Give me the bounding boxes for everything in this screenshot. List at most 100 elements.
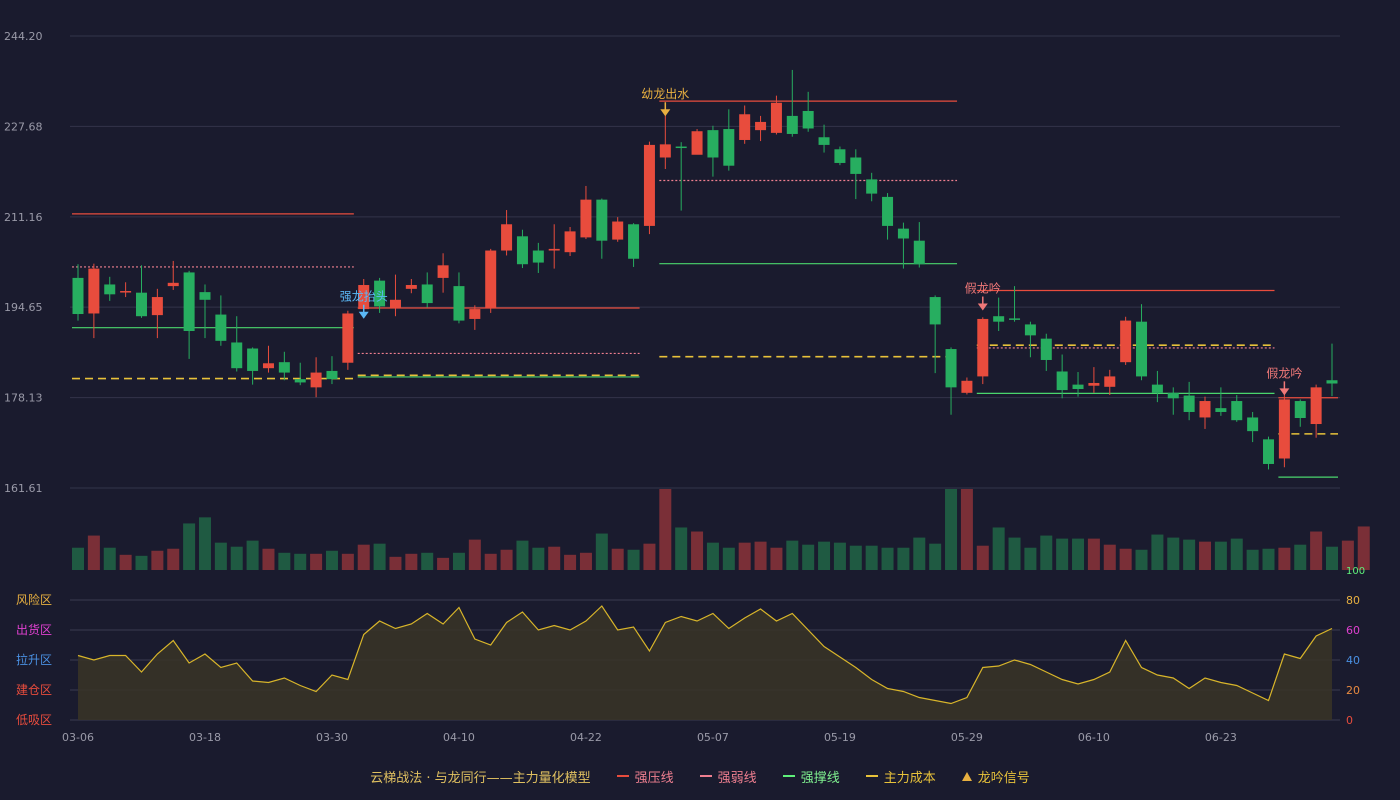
candle-body [913,240,925,265]
legend-item-resistance[interactable]: 强压线 [616,767,674,786]
candle-body [866,179,878,194]
volume-bar [881,547,894,570]
volume-bar [1024,547,1037,570]
volume-bar [262,548,275,570]
volume-bar [1087,538,1100,570]
resistance-line-swatch [616,775,629,777]
date-tick-label: 06-23 [1205,731,1237,744]
oscillator-tick-label: 40 [1346,654,1360,667]
volume-bar [294,553,307,570]
volume-bar [1056,538,1069,570]
candle-body [183,272,195,331]
candle-body [262,363,274,369]
signal-label: 幼龙出水 [641,87,689,101]
candle-body [675,146,687,149]
volume-max-label: 100 [1346,566,1365,577]
candle-body [945,349,957,388]
legend-item-cost[interactable]: 主力成本 [865,767,936,786]
candle-body [1263,439,1275,464]
candle-body [1104,376,1116,387]
volume-bar [786,540,799,570]
price-tick-label: 244.20 [4,30,43,43]
candle-body [310,372,322,388]
volume-bar [643,543,656,570]
candle-body [453,286,465,321]
candle-body [1310,387,1322,425]
candle-body [151,297,163,316]
volume-bar [1199,541,1212,570]
signal-triangle-icon [961,771,972,781]
support-line-swatch [782,775,795,777]
date-tick-label: 05-19 [824,731,856,744]
candle-body [1040,338,1052,360]
candle-body [1072,384,1084,389]
volume-bar [437,557,450,570]
volume-bar [151,550,164,570]
candle-body [643,144,655,226]
candle-body [659,144,671,158]
legend-item-signal[interactable]: 龙吟信号 [961,767,1030,786]
oscillator-tick-label: 0 [1346,714,1353,727]
legend-label: 主力成本 [883,770,936,786]
volume-bar [1135,549,1148,570]
candle-body [548,248,560,251]
candle-body [1009,318,1021,320]
signal-arrow-head [660,109,671,117]
volume-bar [1103,544,1116,570]
candle-body [374,280,386,307]
candle-body [770,102,782,133]
candle-body [1183,395,1195,412]
candle-body [278,362,290,373]
volume-bar [833,542,846,570]
oscillator-zone-label: 出货区 [16,622,52,637]
candle-body [326,370,338,380]
volume-bar [373,543,386,570]
candle-body [786,115,798,134]
candle-body [389,299,401,308]
candle-body [1278,399,1290,459]
volume-bar [992,527,1005,570]
volume-bar [1151,534,1164,570]
candle-body [1247,417,1259,432]
candle-body [135,292,147,317]
candle-body [1199,401,1211,418]
price-tick-label: 194.65 [4,301,43,314]
volume-bar [579,552,592,570]
volume-bar [119,554,132,570]
volume-bar [611,548,624,570]
candle-body [358,285,370,310]
volume-bar [897,547,910,570]
volume-bar [87,535,100,570]
volume-bar [770,547,783,570]
candle-body [485,250,497,308]
volume-bar [1072,538,1085,570]
legend-item-strength[interactable]: 强弱线 [699,767,757,786]
price-tick-label: 161.61 [4,482,43,495]
candle-body [1215,408,1227,412]
volume-bar [310,553,323,570]
legend: 云梯战法 · 与龙同行——主力量化模型 强压线 强弱线 强撑线 主力成本 龙吟信… [0,762,1400,790]
oscillator-tick-label: 80 [1346,594,1360,607]
signal-label: 强龙抬头 [340,290,388,304]
volume-bar [627,549,640,570]
date-tick-label: 05-07 [697,731,729,744]
volume-bar [1040,535,1053,570]
candle-body [1151,384,1163,393]
volume-bar [357,544,370,570]
volume-bar [1357,526,1370,570]
volume-bar [1246,549,1259,570]
volume-bar [72,547,84,570]
volume-bar [389,556,402,570]
candle-body [247,348,259,371]
candle-body [1120,320,1132,363]
signal-label: 假龙吟 [965,281,1001,296]
volume-bar [659,489,672,570]
volume-bar [548,546,561,570]
volume-bar [1310,531,1323,570]
volume-bar [564,554,577,570]
candle-body [612,221,624,240]
volume-bar [183,523,196,570]
date-tick-label: 03-30 [316,731,348,744]
legend-item-support[interactable]: 强撑线 [782,767,840,786]
candle-body [596,199,608,241]
